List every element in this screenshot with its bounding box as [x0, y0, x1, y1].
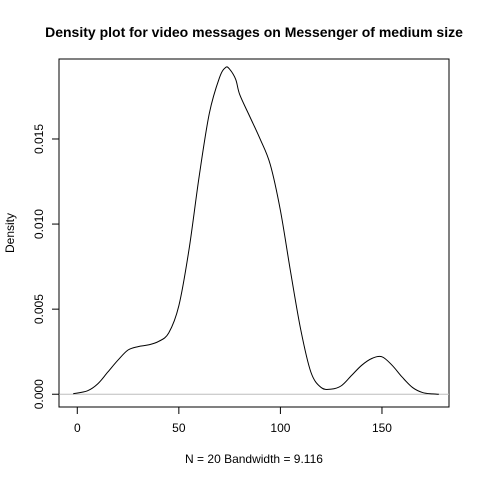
y-tick-label: 0.005	[32, 294, 46, 324]
y-axis-label: Density	[3, 213, 17, 253]
x-axis-label: N = 20 Bandwidth = 9.116	[185, 452, 323, 466]
density-curve	[73, 66, 439, 395]
y-axis: 0.000 0.005 0.010 0.015	[32, 124, 60, 409]
chart-title: Density plot for video messages on Messe…	[45, 24, 463, 40]
x-tick-label: 100	[270, 421, 290, 435]
x-tick-label: 50	[172, 421, 186, 435]
x-tick-label: 0	[74, 421, 81, 435]
x-axis: 0 50 100 150	[74, 406, 392, 435]
plot-box	[58, 58, 450, 408]
y-tick-label: 0.000	[32, 379, 46, 409]
y-tick-label: 0.015	[32, 124, 46, 154]
x-tick-label: 150	[372, 421, 392, 435]
y-tick-label: 0.010	[32, 209, 46, 239]
